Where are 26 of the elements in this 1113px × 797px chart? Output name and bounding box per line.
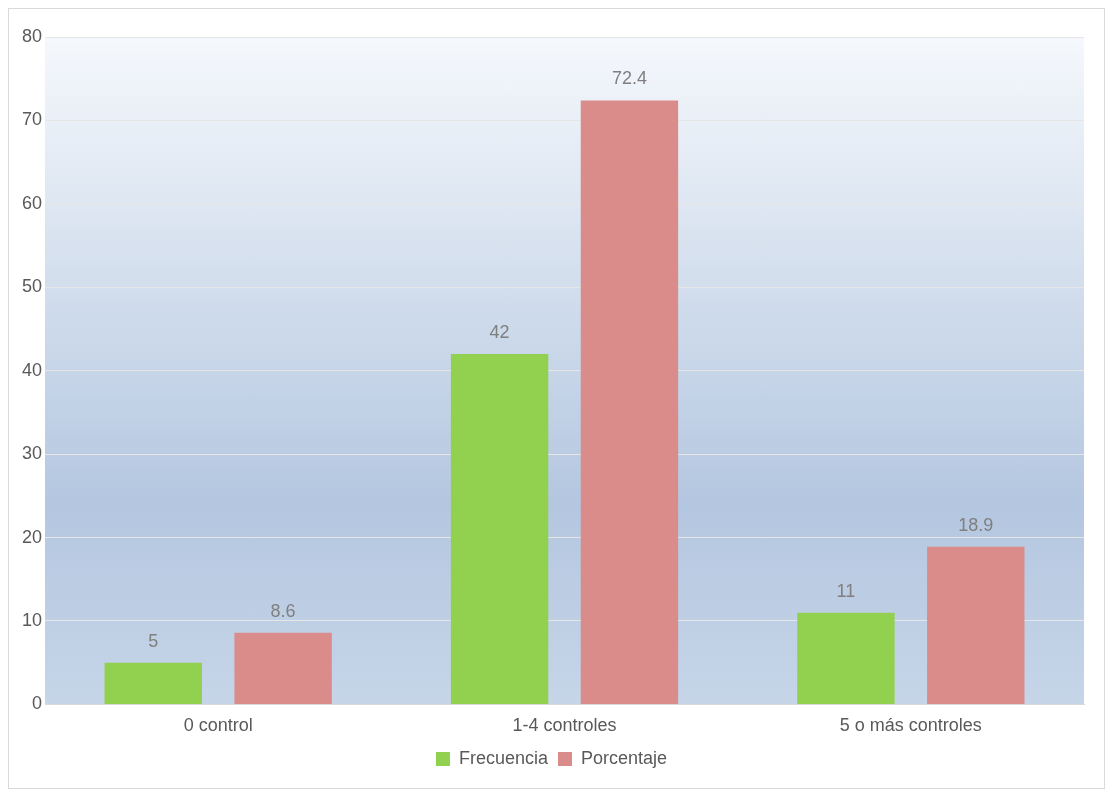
y-tick-label: 20	[21, 526, 43, 547]
bar	[450, 354, 549, 704]
y-tick-label: 80	[21, 25, 43, 46]
legend-label: Porcentaje	[580, 747, 668, 768]
x-tick-label: 1-4 controles	[512, 715, 617, 736]
y-tick-label: 70	[21, 109, 43, 130]
bar	[797, 612, 895, 704]
x-tick-label: 0 control	[183, 715, 253, 736]
y-tick-label: 0	[32, 693, 43, 714]
y-tick-label: 30	[21, 443, 43, 464]
bar	[234, 632, 332, 704]
bar	[104, 662, 202, 704]
bar	[580, 100, 679, 704]
legend-label: Frecuencia	[458, 747, 549, 768]
y-tick-label: 60	[21, 192, 43, 213]
data-label: 5	[148, 630, 159, 651]
y-tick-label: 50	[21, 276, 43, 297]
data-label: 18.9	[958, 514, 994, 535]
data-label: 11	[836, 580, 856, 601]
data-label: 42	[489, 321, 510, 342]
y-tick-label: 40	[21, 359, 43, 380]
data-label: 72.4	[611, 68, 647, 89]
data-label: 8.6	[270, 600, 296, 621]
y-tick-label: 10	[21, 609, 43, 630]
x-tick-label: 5 o más controles	[839, 715, 982, 736]
bar	[927, 546, 1025, 704]
